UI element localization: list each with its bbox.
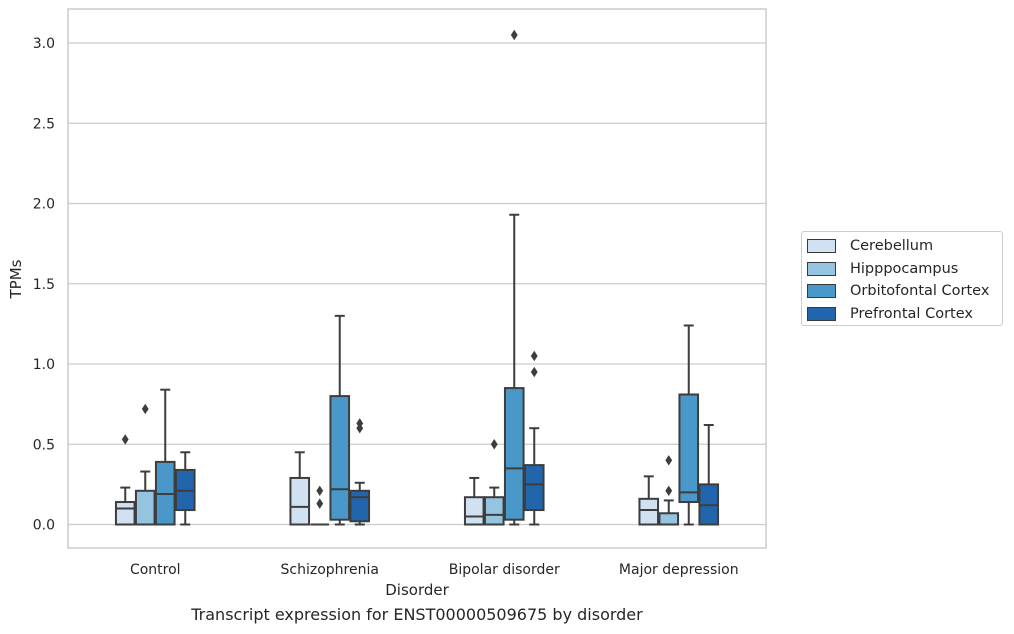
plot-frame — [67, 8, 767, 549]
box-3-2 — [483, 439, 505, 526]
y-tick-label: 2.5 — [33, 116, 55, 132]
box-iqr — [134, 489, 156, 526]
outlier-point — [665, 485, 673, 496]
outlier-point — [316, 485, 324, 496]
legend-item: Prefrontal Cortex — [807, 303, 1002, 326]
outlier-point — [530, 350, 538, 362]
outlier-point — [141, 403, 149, 415]
box-iqr — [329, 395, 351, 521]
legend-label: Prefrontal Cortex — [850, 306, 973, 323]
box-4-3 — [678, 324, 700, 526]
box-1-3 — [154, 388, 176, 526]
y-tick-label: 0.0 — [33, 518, 55, 534]
box-1-4 — [174, 451, 196, 526]
x-tick-label: Major depression — [619, 562, 739, 578]
box-3-1 — [463, 476, 485, 526]
x-tick-label: Bipolar disorder — [449, 562, 560, 578]
box-2-1 — [289, 451, 311, 526]
boxes — [114, 29, 720, 526]
y-tick-labels: 0.0 0.5 1.0 1.5 2.0 2.5 3.0 — [33, 36, 55, 534]
legend-label: Orbitofontal Cortex — [850, 283, 990, 300]
legend-swatch — [807, 239, 836, 254]
outlier-point — [356, 418, 364, 429]
outlier-point — [510, 29, 518, 41]
box-iqr — [349, 489, 371, 523]
box-iqr — [638, 497, 660, 526]
outlier-point — [490, 439, 498, 450]
box-iqr — [678, 393, 700, 504]
y-tick-label: 2.0 — [33, 197, 55, 213]
box-4-2 — [658, 455, 680, 526]
box-2-4 — [349, 418, 371, 526]
legend-swatch — [807, 284, 836, 299]
chart-caption: Transcript expression for ENST0000050967… — [191, 605, 643, 624]
x-tick-label: Control — [130, 562, 181, 578]
box-iqr — [503, 387, 525, 521]
y-tick-label: 1.5 — [33, 277, 55, 293]
y-tick-label: 3.0 — [33, 36, 55, 52]
box-iqr — [463, 496, 485, 526]
x-axis-label: Disorder — [385, 581, 449, 599]
outlier-point — [316, 498, 324, 509]
outlier-point — [530, 366, 538, 378]
chart: 0.0 0.5 1.0 1.5 2.0 2.5 3.0 Control Schizophren… — [7, 8, 767, 599]
box-iqr — [114, 501, 136, 526]
box-3-4 — [523, 350, 545, 526]
outlier-point — [665, 455, 673, 466]
y-tick-label: 1.0 — [33, 357, 55, 373]
box-1-2 — [134, 403, 156, 526]
box-1-1 — [114, 434, 136, 526]
grid — [68, 42, 766, 526]
legend-item: Hipppocampus — [807, 258, 1002, 281]
x-tick-labels: Control Schizophrenia Bipolar disorder Majo… — [130, 562, 739, 578]
legend-label: Cerebellum — [850, 238, 934, 255]
legend-swatch — [807, 307, 836, 322]
legend-item: Cerebellum — [807, 235, 1002, 258]
box-2-3 — [329, 314, 351, 526]
box-4-1 — [638, 475, 660, 526]
box-4-4 — [698, 423, 720, 526]
outlier-point — [121, 434, 129, 445]
x-tick-label: Schizophrenia — [281, 562, 379, 578]
legend-label: Hipppocampus — [850, 260, 959, 277]
box-iqr — [658, 512, 680, 526]
box-3-3 — [503, 29, 525, 526]
y-tick-label: 0.5 — [33, 437, 55, 453]
y-axis-label: TPMs — [7, 259, 25, 299]
legend-swatch — [807, 261, 836, 276]
box-iqr — [483, 496, 505, 526]
box-iqr — [523, 464, 545, 512]
box-iqr — [289, 476, 311, 526]
legend-item: Orbitofontal Cortex — [807, 280, 1002, 303]
legend: Cerebellum Hipppocampus Orbitofontal Corte… — [801, 231, 1003, 326]
box-2-2 — [310, 485, 330, 526]
